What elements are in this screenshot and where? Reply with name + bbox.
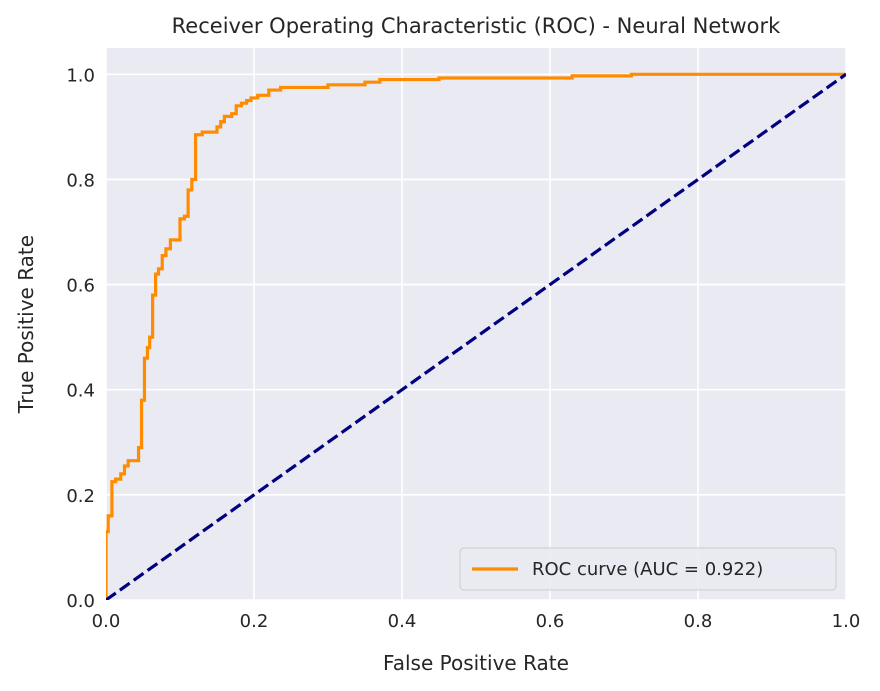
x-tick-label: 0.4 [388,611,417,632]
x-tick-label: 0.6 [536,611,565,632]
series-group [106,72,846,600]
legend-box [459,547,837,591]
x-axis-ticks: 0.0 0.2 0.4 0.6 0.8 1.0 [92,611,861,632]
chart-title: Receiver Operating Characteristic (ROC) … [172,14,782,38]
y-axis-label: True Positive Rate [14,235,38,414]
y-tick-label: 0.6 [66,276,95,297]
x-tick-label: 1.0 [832,611,861,632]
roc-curve-line [106,72,846,600]
reference-diagonal-line [106,72,846,600]
legend: ROC curve (AUC = 0.922) [459,547,837,591]
x-tick-label: 0.8 [684,611,713,632]
legend-label: ROC curve (AUC = 0.922) [532,559,763,580]
y-tick-label: 0.2 [66,486,95,507]
x-tick-label: 0.0 [92,611,121,632]
y-tick-label: 0.8 [66,170,95,191]
y-tick-label: 0.0 [66,591,95,612]
y-axis-ticks: 0.0 0.2 0.4 0.6 0.8 1.0 [66,65,95,612]
x-tick-label: 0.2 [240,611,269,632]
x-axis-label: False Positive Rate [383,651,569,675]
y-tick-label: 1.0 [66,65,95,86]
y-tick-label: 0.4 [66,381,95,402]
plot-area [105,48,847,601]
grid [105,48,847,601]
plot-background [106,48,846,600]
